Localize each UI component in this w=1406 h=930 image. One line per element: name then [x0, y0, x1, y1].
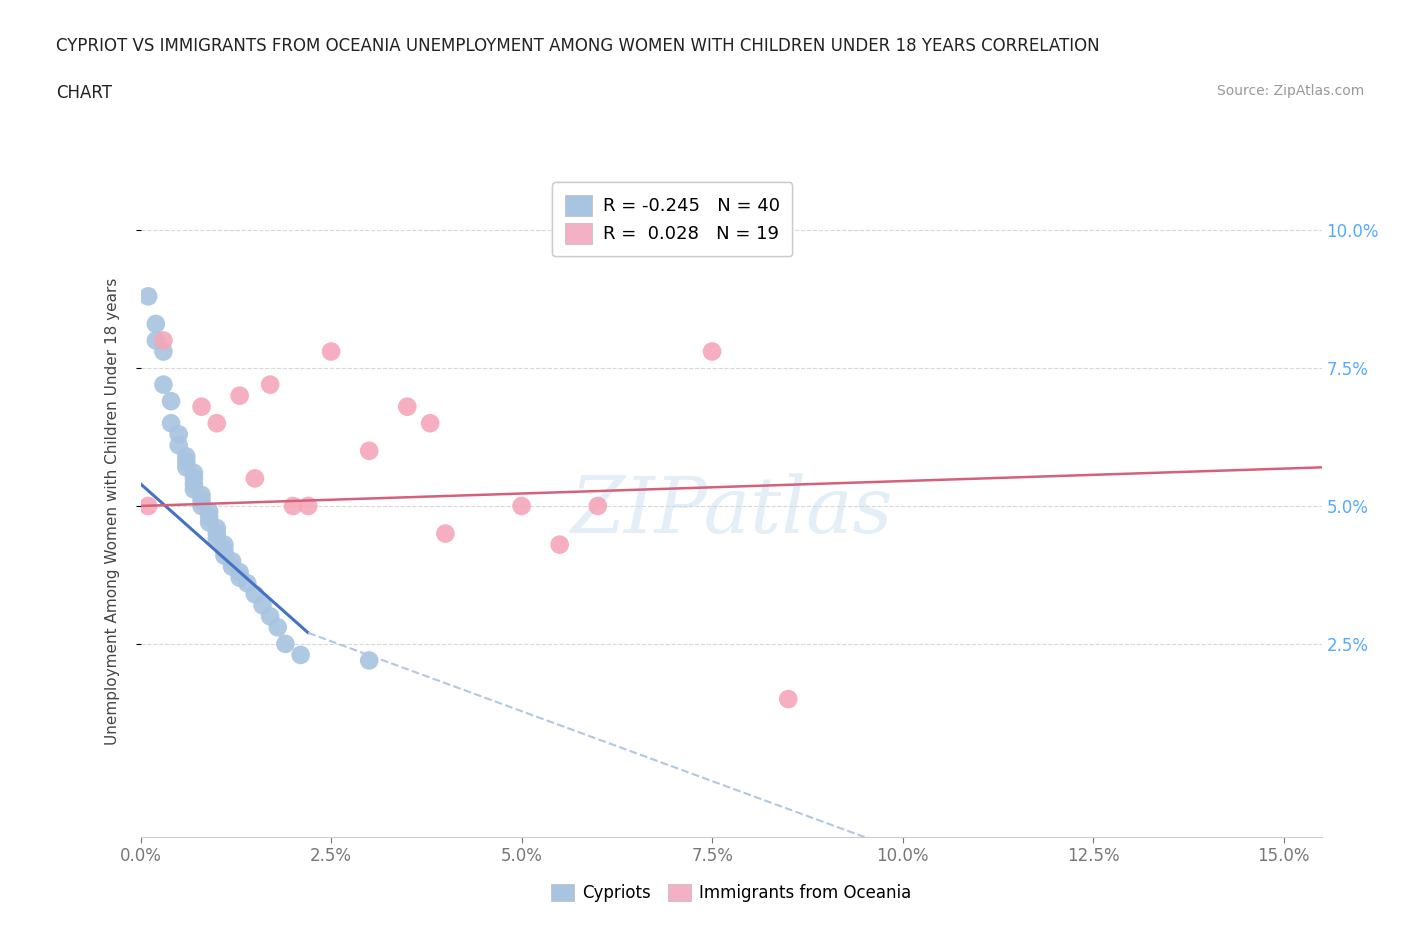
- Point: [183, 471, 205, 485]
- Point: [205, 416, 228, 431]
- Point: [252, 598, 274, 613]
- Point: [198, 504, 221, 519]
- Point: [152, 378, 174, 392]
- Point: [434, 526, 457, 541]
- Point: [205, 521, 228, 536]
- Point: [243, 471, 266, 485]
- Point: [778, 692, 800, 707]
- Point: [359, 444, 381, 458]
- Point: [152, 333, 174, 348]
- Point: [160, 393, 183, 408]
- Point: [319, 344, 342, 359]
- Point: [214, 548, 236, 563]
- Point: [297, 498, 319, 513]
- Point: [190, 498, 212, 513]
- Point: [228, 570, 250, 585]
- Text: Source: ZipAtlas.com: Source: ZipAtlas.com: [1216, 84, 1364, 98]
- Point: [176, 460, 198, 475]
- Point: [145, 333, 167, 348]
- Point: [205, 532, 228, 547]
- Point: [274, 636, 297, 651]
- Point: [167, 438, 190, 453]
- Legend: Cypriots, Immigrants from Oceania: Cypriots, Immigrants from Oceania: [541, 874, 921, 912]
- Text: CYPRIOT VS IMMIGRANTS FROM OCEANIA UNEMPLOYMENT AMONG WOMEN WITH CHILDREN UNDER : CYPRIOT VS IMMIGRANTS FROM OCEANIA UNEMP…: [56, 37, 1099, 55]
- Point: [214, 543, 236, 558]
- Point: [145, 316, 167, 331]
- Point: [198, 515, 221, 530]
- Point: [160, 416, 183, 431]
- Point: [190, 487, 212, 502]
- Point: [267, 620, 290, 635]
- Point: [183, 465, 205, 480]
- Point: [221, 559, 243, 574]
- Point: [396, 399, 419, 414]
- Point: [198, 510, 221, 525]
- Point: [176, 449, 198, 464]
- Point: [176, 455, 198, 470]
- Text: CHART: CHART: [56, 84, 112, 101]
- Point: [228, 565, 250, 579]
- Point: [243, 587, 266, 602]
- Y-axis label: Unemployment Among Women with Children Under 18 years: Unemployment Among Women with Children U…: [105, 278, 120, 745]
- Point: [183, 482, 205, 497]
- Point: [205, 526, 228, 541]
- Point: [586, 498, 609, 513]
- Point: [136, 498, 159, 513]
- Point: [214, 538, 236, 552]
- Point: [152, 344, 174, 359]
- Point: [190, 399, 212, 414]
- Point: [221, 553, 243, 568]
- Point: [510, 498, 533, 513]
- Legend: R = -0.245   N = 40, R =  0.028   N = 19: R = -0.245 N = 40, R = 0.028 N = 19: [553, 182, 792, 257]
- Point: [183, 476, 205, 491]
- Point: [236, 576, 259, 591]
- Point: [167, 427, 190, 442]
- Point: [419, 416, 441, 431]
- Text: ZIPatlas: ZIPatlas: [569, 473, 893, 550]
- Point: [228, 388, 250, 403]
- Point: [136, 289, 159, 304]
- Point: [259, 609, 281, 624]
- Point: [281, 498, 304, 513]
- Point: [700, 344, 723, 359]
- Point: [259, 378, 281, 392]
- Point: [548, 538, 571, 552]
- Point: [290, 647, 312, 662]
- Point: [190, 493, 212, 508]
- Point: [359, 653, 381, 668]
